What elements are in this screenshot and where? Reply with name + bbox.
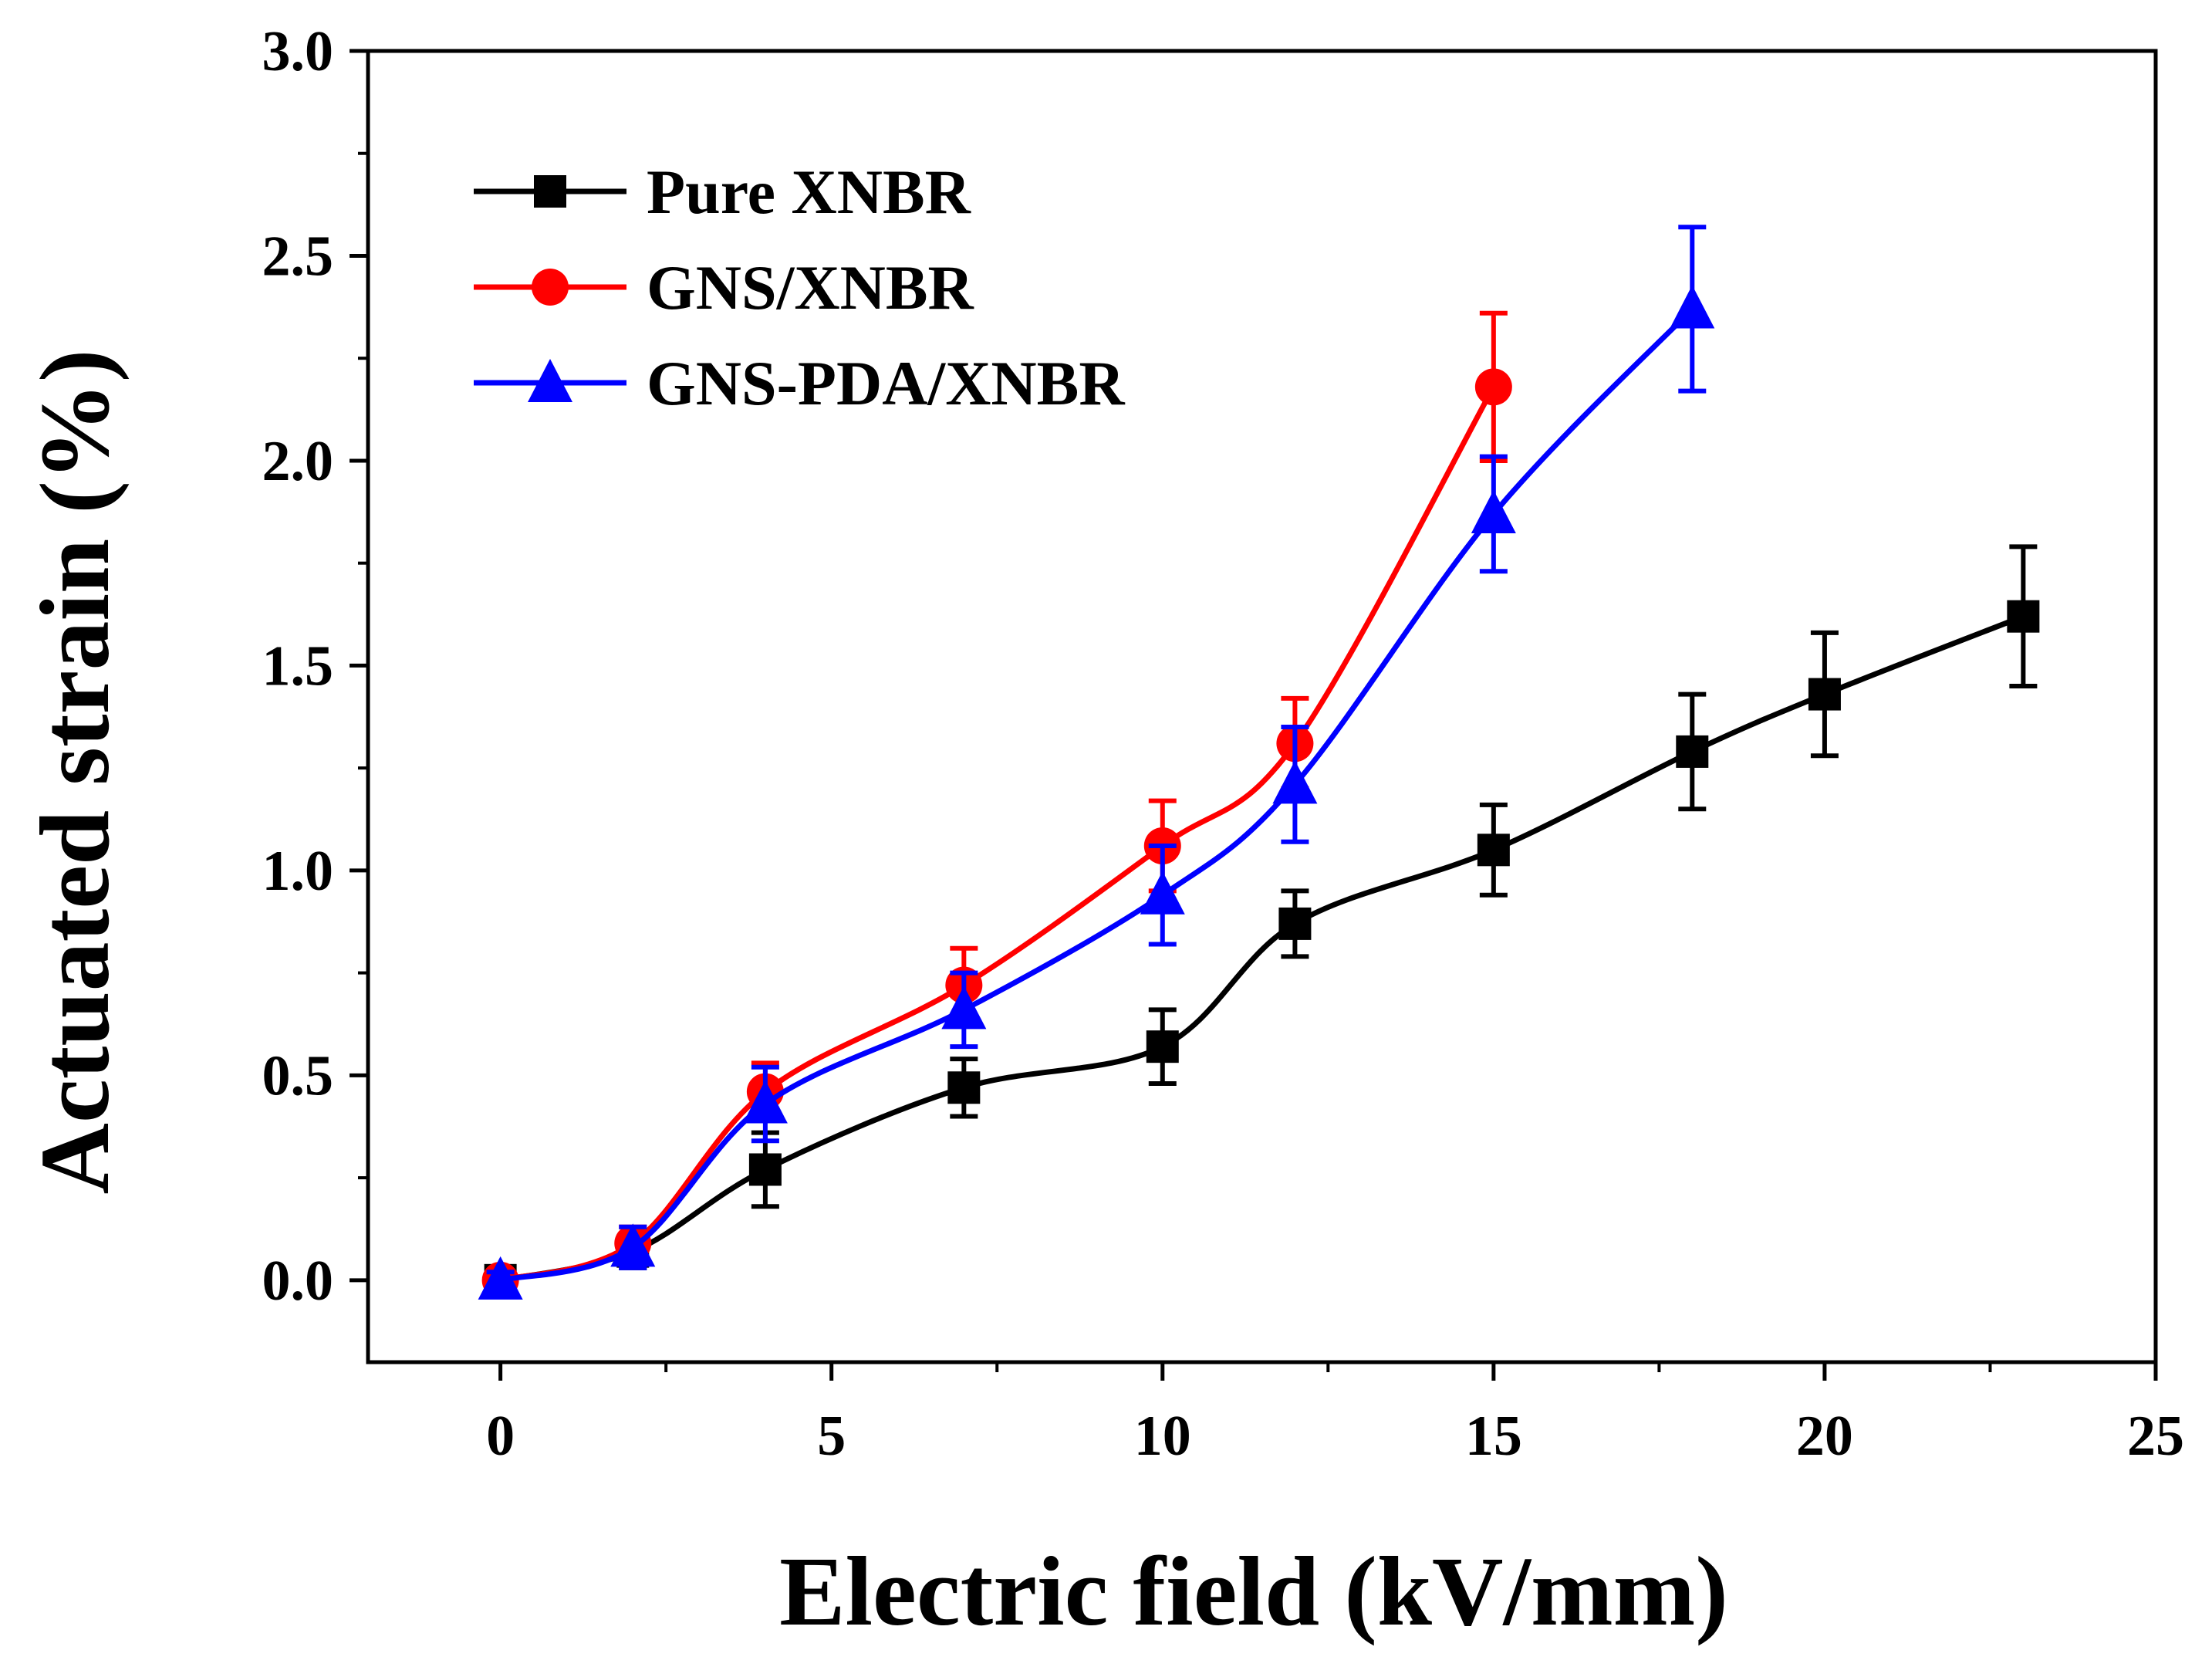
data-point xyxy=(2007,600,2040,633)
legend-item: Pure XNBR xyxy=(474,157,971,227)
series-triangle-2 xyxy=(478,225,1715,1300)
legend-label: Pure XNBR xyxy=(647,157,971,227)
x-axis-title: Electric field (kV/mm) xyxy=(779,1537,1728,1646)
legend: Pure XNBR GNS/XNBR GNS-PDA/XNBR xyxy=(474,157,1125,418)
y-tick-label: 2.0 xyxy=(262,430,334,493)
legend-item: GNS/XNBR xyxy=(474,252,974,323)
data-point xyxy=(1477,834,1510,867)
data-point xyxy=(1808,678,1841,711)
y-tick-label: 0.5 xyxy=(262,1044,334,1107)
data-point xyxy=(742,1080,788,1124)
legend-label: GNS/XNBR xyxy=(647,252,974,323)
legend-item: GNS-PDA/XNBR xyxy=(474,348,1125,418)
y-tick-label: 1.5 xyxy=(262,634,334,698)
data-point xyxy=(1272,760,1318,804)
x-tick-label: 25 xyxy=(2127,1405,2184,1468)
y-tick-label: 2.5 xyxy=(262,225,334,288)
y-tick-label: 3.0 xyxy=(262,20,334,83)
y-axis-title: Actuated strain (%) xyxy=(20,350,130,1195)
data-point xyxy=(1474,368,1512,406)
y-tick-label: 0.0 xyxy=(262,1249,334,1313)
y-tick-label: 1.0 xyxy=(262,840,334,903)
data-point xyxy=(1670,285,1715,329)
data-point xyxy=(748,1153,782,1186)
data-point xyxy=(1146,1030,1179,1063)
legend-marker xyxy=(528,359,572,402)
legend-marker xyxy=(532,269,569,306)
data-point xyxy=(1140,871,1185,915)
series-line xyxy=(499,614,2025,1283)
x-tick-label: 20 xyxy=(1796,1405,1853,1468)
data-point xyxy=(610,1223,656,1267)
x-tick-label: 15 xyxy=(1465,1405,1522,1468)
series-layer xyxy=(478,225,2040,1300)
x-tick-label: 5 xyxy=(817,1405,846,1468)
axes-layer: 0 5 10 15 20 25 0.0 0.5 1.0 1.5 2.0 2.5 3.0 xyxy=(262,20,2185,1468)
x-tick-label: 10 xyxy=(1134,1405,1191,1468)
series-line xyxy=(499,385,1496,1283)
data-point xyxy=(1471,489,1516,533)
data-point xyxy=(478,1256,523,1300)
plot-frame xyxy=(366,49,2158,1364)
data-point xyxy=(1676,735,1709,768)
data-point xyxy=(947,1071,981,1104)
legend-marker xyxy=(534,175,566,208)
x-tick-label: 0 xyxy=(486,1405,515,1468)
data-point xyxy=(941,986,987,1030)
legend-label: GNS-PDA/XNBR xyxy=(647,348,1125,418)
data-point xyxy=(1278,907,1312,940)
